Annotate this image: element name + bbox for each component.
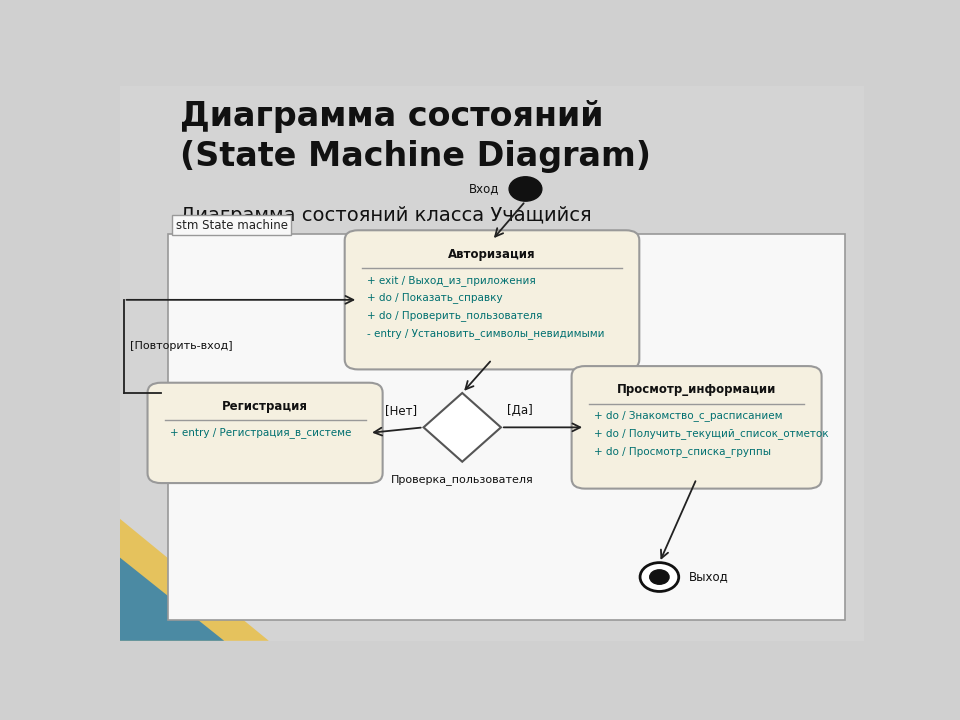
Text: + entry / Регистрация_в_системе: + entry / Регистрация_в_системе: [170, 427, 351, 438]
Text: + do / Получить_текущий_список_отметок: + do / Получить_текущий_список_отметок: [594, 428, 828, 439]
Text: [Повторить-вход]: [Повторить-вход]: [130, 341, 232, 351]
FancyBboxPatch shape: [120, 86, 864, 641]
Text: + do / Просмотр_списка_группы: + do / Просмотр_списка_группы: [594, 446, 771, 456]
Circle shape: [509, 177, 541, 201]
Text: Авторизация: Авторизация: [448, 248, 536, 261]
Text: + exit / Выход_из_приложения: + exit / Выход_из_приложения: [367, 274, 536, 286]
Text: Вход: Вход: [469, 182, 499, 195]
Polygon shape: [120, 519, 269, 641]
Text: + do / Знакомство_с_расписанием: + do / Знакомство_с_расписанием: [594, 410, 782, 421]
Text: [Нет]: [Нет]: [386, 405, 418, 418]
Text: + do / Проверить_пользователя: + do / Проверить_пользователя: [367, 310, 542, 321]
Text: Диаграмма состояний
(State Machine Diagram): Диаграмма состояний (State Machine Diagr…: [180, 100, 651, 173]
Text: [Да]: [Да]: [507, 405, 533, 418]
FancyBboxPatch shape: [345, 230, 639, 369]
FancyBboxPatch shape: [148, 383, 383, 483]
Text: Выход: Выход: [689, 570, 729, 583]
Text: Просмотр_информации: Просмотр_информации: [617, 384, 777, 397]
Text: + do / Показать_справку: + do / Показать_справку: [367, 292, 503, 303]
Text: Регистрация: Регистрация: [222, 400, 308, 413]
Text: - entry / Установить_символы_невидимыми: - entry / Установить_символы_невидимыми: [367, 328, 605, 338]
Polygon shape: [423, 393, 501, 462]
FancyBboxPatch shape: [168, 235, 846, 620]
Circle shape: [650, 570, 669, 584]
Circle shape: [640, 562, 679, 591]
Text: stm State machine: stm State machine: [176, 219, 288, 232]
FancyBboxPatch shape: [571, 366, 822, 489]
Text: Диаграмма состояний класса Учащийся: Диаграмма состояний класса Учащийся: [180, 206, 591, 225]
Polygon shape: [120, 557, 225, 641]
Text: Проверка_пользователя: Проверка_пользователя: [391, 474, 534, 485]
